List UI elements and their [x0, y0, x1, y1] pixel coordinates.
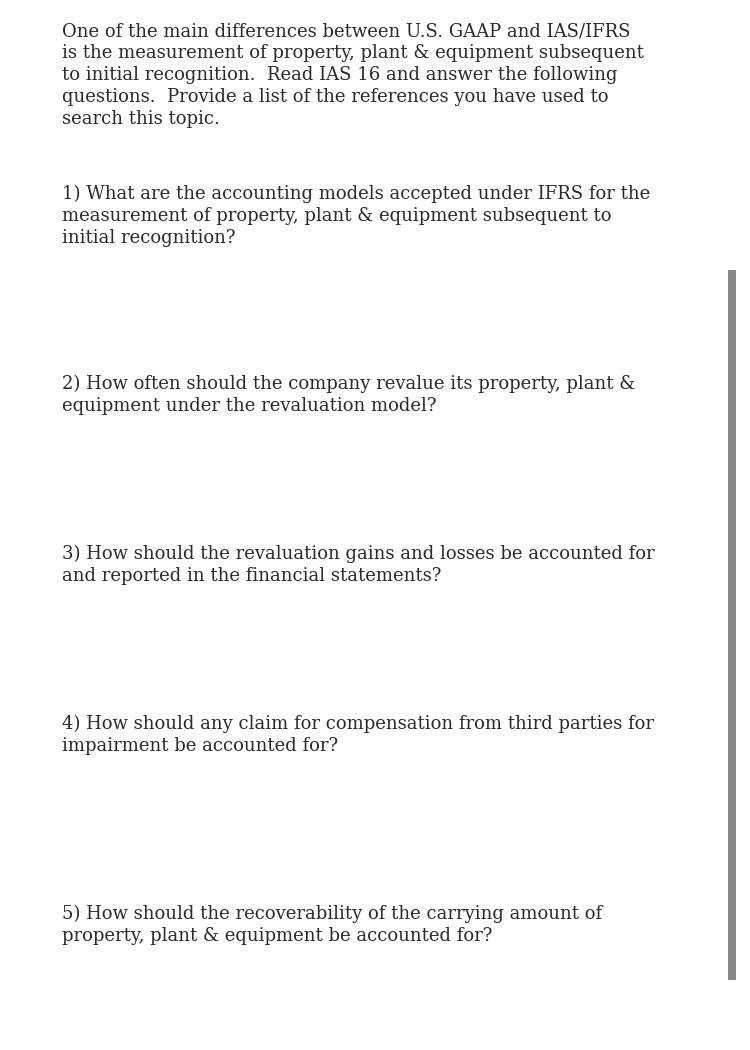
- Text: 5) How should the recoverability of the carrying amount of: 5) How should the recoverability of the …: [62, 905, 602, 923]
- Bar: [728, 270, 736, 980]
- Text: impairment be accounted for?: impairment be accounted for?: [62, 737, 338, 755]
- Text: 1) What are the accounting models accepted under IFRS for the: 1) What are the accounting models accept…: [62, 185, 650, 204]
- Text: 4) How should any claim for compensation from third parties for: 4) How should any claim for compensation…: [62, 715, 654, 733]
- Text: is the measurement of property, plant & equipment subsequent: is the measurement of property, plant & …: [62, 44, 644, 62]
- Text: 3) How should the revaluation gains and losses be accounted for: 3) How should the revaluation gains and …: [62, 545, 655, 563]
- Text: search this topic.: search this topic.: [62, 110, 220, 128]
- Text: One of the main differences between U.S. GAAP and IAS/IFRS: One of the main differences between U.S.…: [62, 22, 631, 40]
- Text: 2) How often should the company revalue its property, plant &: 2) How often should the company revalue …: [62, 375, 635, 394]
- Text: and reported in the financial statements?: and reported in the financial statements…: [62, 567, 441, 585]
- Text: measurement of property, plant & equipment subsequent to: measurement of property, plant & equipme…: [62, 207, 611, 225]
- Text: to initial recognition.  Read IAS 16 and answer the following: to initial recognition. Read IAS 16 and …: [62, 66, 617, 84]
- Text: property, plant & equipment be accounted for?: property, plant & equipment be accounted…: [62, 927, 492, 945]
- Text: initial recognition?: initial recognition?: [62, 229, 236, 247]
- Text: questions.  Provide a list of the references you have used to: questions. Provide a list of the referen…: [62, 88, 608, 106]
- Text: equipment under the revaluation model?: equipment under the revaluation model?: [62, 397, 436, 415]
